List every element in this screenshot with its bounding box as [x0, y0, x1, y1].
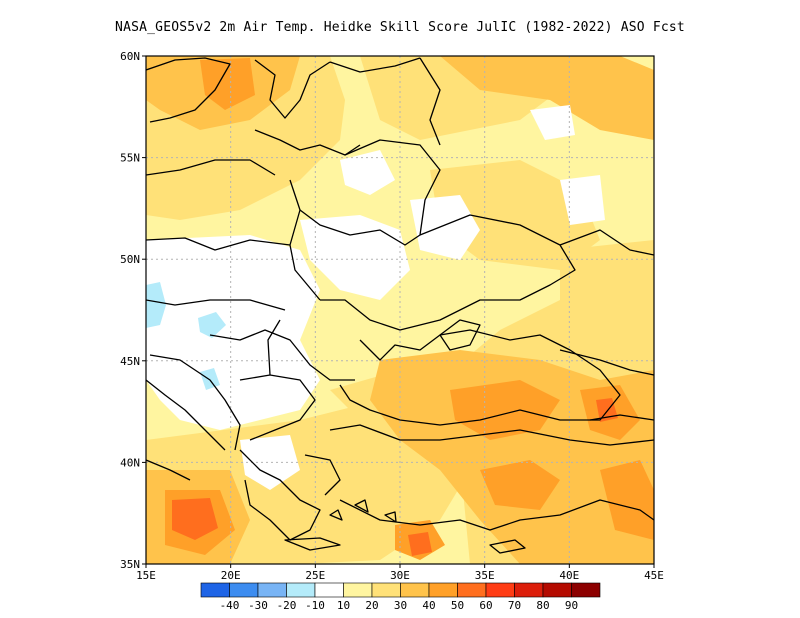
lon-tick-label: 30E — [390, 569, 410, 582]
colorbar-label: -40 — [220, 599, 240, 612]
colorbar-label: 30 — [394, 599, 407, 612]
colorbar-swatch — [514, 582, 544, 598]
axis-ticks: 15E 20E 25E 30E 35E 40E 45E 60N 55N 50N 45N 40N 35N — [120, 50, 664, 582]
skill-region-40 — [165, 58, 654, 560]
colorbar-label: -30 — [248, 599, 268, 612]
lon-tick-label: 40E — [559, 569, 579, 582]
colorbar-swatch — [428, 582, 458, 598]
lat-tick-label: 55N — [120, 152, 140, 165]
colorbar-label: 50 — [451, 599, 464, 612]
colorbar-label: 90 — [565, 599, 578, 612]
skill-region-white — [146, 105, 605, 490]
colorbar-label: 40 — [422, 599, 435, 612]
plot-title: NASA_GEOS5v2 2m Air Temp. Heidke Skill S… — [115, 20, 685, 35]
colorbar: -40 -30 -20 -10 10 20 30 40 50 60 70 80 90 — [200, 582, 601, 612]
lon-tick-label: 15E — [136, 569, 156, 582]
lat-tick-label: 40N — [120, 456, 140, 469]
colorbar-label: 20 — [365, 599, 378, 612]
colorbar-swatch — [371, 582, 401, 598]
colorbar-swatch — [485, 582, 515, 598]
lat-tick-label: 35N — [120, 558, 140, 571]
colorbar-label: -20 — [277, 599, 297, 612]
colorbar-label: 60 — [479, 599, 492, 612]
colorbar-label: 70 — [508, 599, 521, 612]
colorbar-label: -10 — [305, 599, 325, 612]
lon-tick-label: 35E — [475, 569, 495, 582]
map-panel — [146, 56, 654, 564]
colorbar-label: 80 — [536, 599, 549, 612]
lon-tick-label: 45E — [644, 569, 664, 582]
colorbar-swatch — [229, 582, 259, 598]
colorbar-swatch — [286, 582, 316, 598]
lat-tick-label: 50N — [120, 253, 140, 266]
lat-tick-label: 45N — [120, 355, 140, 368]
colorbar-swatch — [200, 582, 230, 598]
lat-tick-label: 60N — [120, 50, 140, 63]
colorbar-swatch — [542, 582, 572, 598]
colorbar-swatch — [400, 582, 430, 598]
colorbar-swatch — [571, 582, 601, 598]
lon-tick-label: 20E — [221, 569, 241, 582]
colorbar-swatch — [343, 582, 373, 598]
lon-tick-label: 25E — [305, 569, 325, 582]
colorbar-swatch — [314, 582, 344, 598]
country-borders — [146, 57, 654, 554]
colorbar-swatch — [257, 582, 287, 598]
skill-region-30 — [146, 56, 654, 564]
colorbar-swatch — [457, 582, 487, 598]
colorbar-label: 10 — [337, 599, 350, 612]
skill-region-neg10 — [146, 282, 226, 390]
